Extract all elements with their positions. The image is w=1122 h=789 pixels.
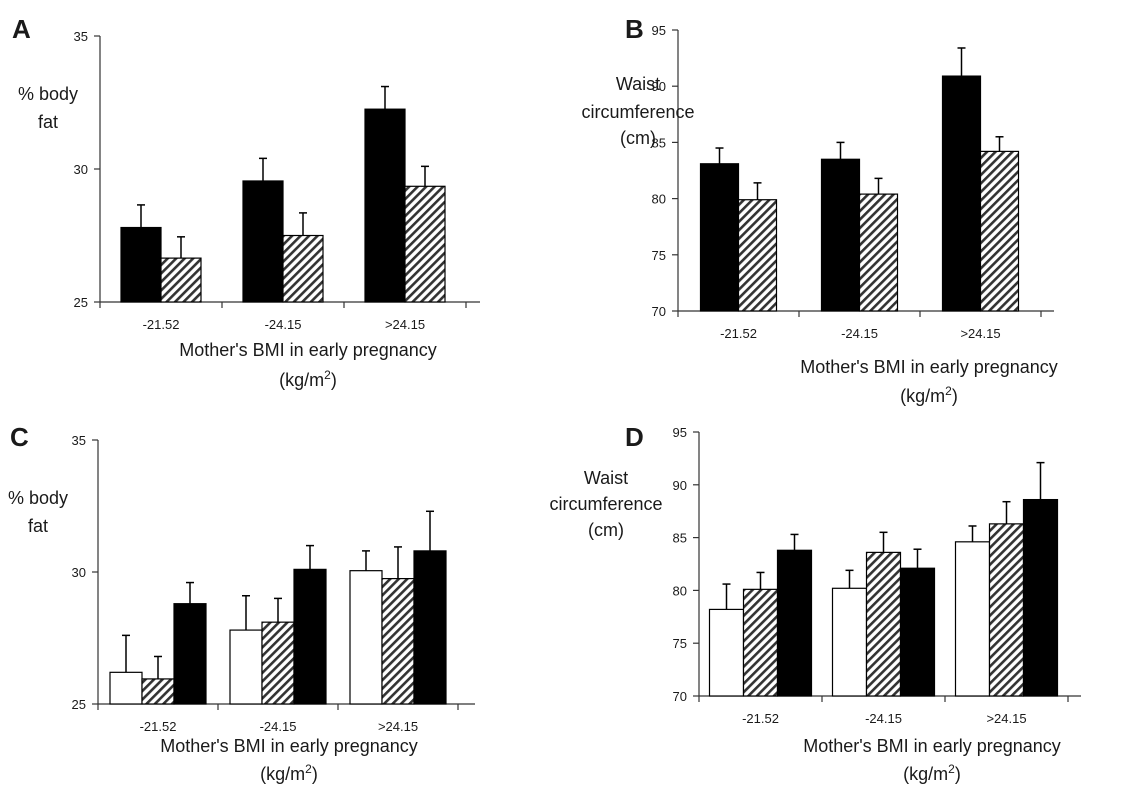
bar [109,671,143,705]
bar [261,621,295,705]
x-tick-label: -24.15 [260,719,297,734]
y-axis-label: % body [8,488,68,508]
y-tick-label: 95 [652,23,666,38]
y-tick-label: 30 [72,565,86,580]
y-axis-label: circumference [581,102,694,122]
chart-panel-b: B 70 75 80 85 90 95 -21.52 -24.15 >24.15 Waist circ… [581,14,1057,406]
y-axis-label: fat [28,516,48,536]
bar [708,608,745,697]
bar [699,163,740,312]
bar [820,158,861,312]
x-tick-label: -21.52 [140,719,177,734]
bar [141,678,175,705]
bar [282,234,324,303]
bar [293,568,327,705]
bar [413,550,447,705]
y-tick-label: 90 [673,478,687,493]
x-tick-label: -24.15 [865,711,902,726]
x-tick-label: >24.15 [960,326,1000,341]
x-axis-unit-label: (kg/m2) [279,368,337,390]
y-tick-label: 75 [652,248,666,263]
x-axis-unit-label: (kg/m2) [900,384,958,406]
x-axis-label: Mother's BMI in early pregnancy [160,736,418,756]
bar [941,75,982,312]
bar [364,108,406,303]
y-tick-label: 30 [74,162,88,177]
y-tick-label: 70 [652,304,666,319]
y-tick-label: 95 [673,425,687,440]
bar [979,150,1020,312]
y-axis-label: % body [18,84,78,104]
x-axis-label: Mother's BMI in early pregnancy [179,340,437,360]
y-axis-label: Waist [616,74,660,94]
x-axis-unit-label: (kg/m2) [903,762,961,784]
x-axis-unit-label: (kg/m2) [260,762,318,784]
bar [954,541,991,697]
y-tick-label: 25 [74,295,88,310]
y-tick-label: 80 [652,192,666,207]
panel-letter: D [625,422,644,452]
y-tick-label: 80 [673,583,687,598]
y-tick-label: 70 [673,689,687,704]
bar [831,587,868,697]
y-tick-label: 75 [673,636,687,651]
x-tick-label: >24.15 [385,317,425,332]
bar [229,629,263,705]
bar [349,570,383,705]
bar [742,588,779,697]
y-tick-label: 85 [673,531,687,546]
y-axis-label: (cm) [588,520,624,540]
x-tick-label: -24.15 [265,317,302,332]
x-axis-label: Mother's BMI in early pregnancy [803,736,1061,756]
bar [1022,498,1059,697]
y-tick-label: 25 [72,697,86,712]
y-axis-label: circumference [549,494,662,514]
bar [242,180,284,303]
panel-letter: C [10,422,29,452]
x-tick-label: >24.15 [986,711,1026,726]
y-axis-label: fat [38,112,58,132]
bar [865,551,902,697]
x-tick-label: >24.15 [378,719,418,734]
y-tick-label: 35 [74,29,88,44]
chart-panel-a: A 25 30 35 -21.52 -24.15 >24.15 % body fat Mother… [12,14,480,390]
bar [988,523,1025,697]
bar [858,193,899,312]
chart-panel-c: C 25 30 35 -21.52 -24.15 >24.15 % body fat Mother… [8,422,475,784]
x-tick-label: -21.52 [143,317,180,332]
bar [899,567,936,697]
bar [737,199,778,312]
bar [404,185,446,303]
bar [173,603,207,705]
y-axis-label: (cm) [620,128,656,148]
y-tick-label: 85 [652,135,666,150]
panel-letter: B [625,14,644,44]
y-axis-label: Waist [584,468,628,488]
x-tick-label: -21.52 [720,326,757,341]
bar [381,577,415,705]
panel-letter: A [12,14,31,44]
x-axis-label: Mother's BMI in early pregnancy [800,357,1058,377]
y-tick-label: 90 [652,79,666,94]
x-tick-label: -21.52 [742,711,779,726]
bar [120,226,162,303]
bar [776,549,813,697]
x-tick-label: -24.15 [841,326,878,341]
bar [160,257,202,303]
chart-panel-d: D 70 75 80 85 90 95 -21.52 -24.15 >24.15 Waist circ… [549,422,1081,784]
y-tick-label: 35 [72,433,86,448]
